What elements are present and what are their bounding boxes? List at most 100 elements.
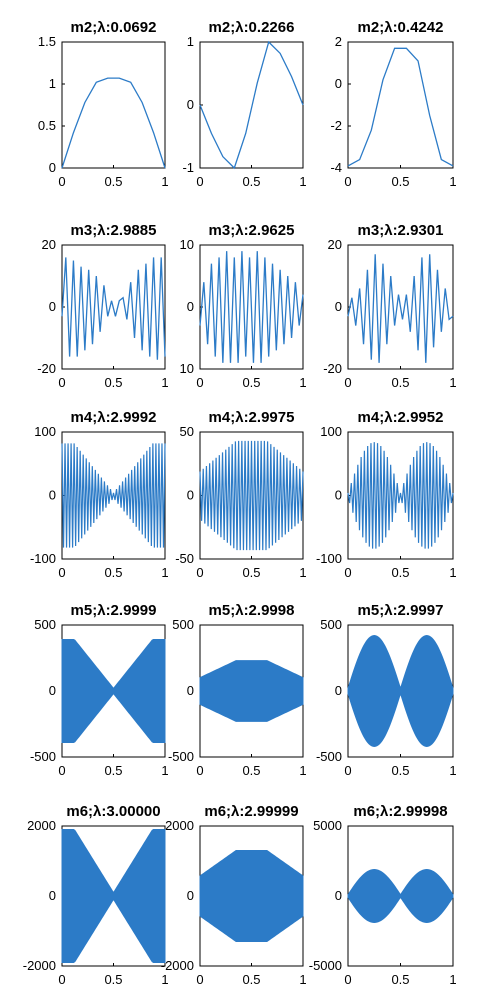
x-tick-label: 1 <box>299 375 306 390</box>
x-tick-label: 1 <box>161 763 168 778</box>
x-tick-label: 0 <box>344 972 351 987</box>
chart-title: m5;λ:2.9997 <box>358 602 444 619</box>
y-tick-label: 0 <box>335 683 342 698</box>
y-tick-label: 0 <box>335 299 342 314</box>
y-tick-label: 5000 <box>313 818 342 833</box>
x-tick-label: 1 <box>449 763 456 778</box>
y-tick-label: 100 <box>320 424 342 439</box>
y-tick-label: -50 <box>175 551 194 566</box>
x-tick-label: 0 <box>58 375 65 390</box>
x-tick-label: 0 <box>58 972 65 987</box>
x-tick-label: 1 <box>161 375 168 390</box>
x-tick-label: 0 <box>344 565 351 580</box>
x-tick-label: 1 <box>299 565 306 580</box>
chart-title: m5;λ:2.9999 <box>71 602 157 619</box>
x-tick-label: 0.5 <box>391 763 409 778</box>
y-tick-label: 500 <box>34 617 56 632</box>
series-band <box>199 850 304 942</box>
x-tick-label: 0 <box>196 375 203 390</box>
plot-frame <box>199 41 304 169</box>
x-tick-label: 1 <box>299 174 306 189</box>
chart-title: m3;λ:2.9301 <box>358 222 444 239</box>
y-tick-label: -20 <box>37 361 56 376</box>
x-tick-label: 0.5 <box>104 763 122 778</box>
chart-title: m3;λ:2.9625 <box>209 222 295 239</box>
x-tick-label: 0 <box>196 565 203 580</box>
y-tick-label: 0 <box>187 888 194 903</box>
x-tick-label: 0.5 <box>104 972 122 987</box>
y-tick-label: -2000 <box>23 958 56 973</box>
y-tick-label: -500 <box>30 749 56 764</box>
x-tick-label: 0.5 <box>242 375 260 390</box>
y-tick-label: 500 <box>172 617 194 632</box>
x-tick-label: 0.5 <box>242 972 260 987</box>
y-tick-label: -4 <box>330 160 342 175</box>
x-tick-label: 0.5 <box>104 375 122 390</box>
y-tick-label: 20 <box>42 237 56 252</box>
x-tick-label: 0.5 <box>242 565 260 580</box>
chart-title: m2;λ:0.2266 <box>209 19 295 36</box>
chart-title: m6;λ:2.99998 <box>353 803 447 820</box>
series-line <box>347 442 454 549</box>
y-tick-label: 500 <box>320 617 342 632</box>
y-tick-label: 0.5 <box>38 118 56 133</box>
x-tick-label: 0.5 <box>242 174 260 189</box>
x-tick-label: 0.5 <box>242 763 260 778</box>
x-tick-label: 0 <box>344 763 351 778</box>
series-band <box>61 829 166 963</box>
y-tick-label: 50 <box>180 424 194 439</box>
y-tick-label: 0 <box>49 683 56 698</box>
series-line <box>61 257 166 360</box>
series-line <box>61 77 166 169</box>
x-tick-label: 0 <box>58 174 65 189</box>
series-line <box>199 40 304 170</box>
x-tick-label: 0 <box>196 972 203 987</box>
y-tick-label: -100 <box>30 551 56 566</box>
y-tick-label: 0 <box>49 888 56 903</box>
chart-title: m4;λ:2.9992 <box>71 409 157 426</box>
chart-title: m4;λ:2.9952 <box>358 409 444 426</box>
x-tick-label: 1 <box>449 972 456 987</box>
y-tick-label: 0 <box>335 488 342 503</box>
series-band <box>347 869 454 923</box>
series-line <box>199 440 304 551</box>
x-tick-label: 1 <box>449 174 456 189</box>
x-tick-label: 1 <box>299 972 306 987</box>
chart-title: m2;λ:0.4242 <box>358 19 444 36</box>
chart-title: m4;λ:2.9975 <box>209 409 295 426</box>
y-tick-label: -1 <box>182 160 194 175</box>
chart-title: m2;λ:0.0692 <box>71 19 157 36</box>
x-tick-label: 0 <box>196 763 203 778</box>
x-tick-label: 0 <box>196 174 203 189</box>
chart-panel: m2;λ:0.0692 0 0.5 1 0 0.5 1 1.5 <box>38 19 169 189</box>
x-tick-label: 0.5 <box>391 174 409 189</box>
y-tick-label: 1 <box>187 34 194 49</box>
y-tick-label: 0 <box>187 299 194 314</box>
series-band <box>61 639 166 743</box>
x-tick-label: 1 <box>161 972 168 987</box>
x-tick-label: 1 <box>449 565 456 580</box>
y-tick-label: 0 <box>187 97 194 112</box>
y-tick-label: 20 <box>328 237 342 252</box>
x-tick-label: 0.5 <box>391 375 409 390</box>
y-tick-label: 0 <box>335 76 342 91</box>
y-tick-label: 2000 <box>27 818 56 833</box>
series-line <box>347 47 454 167</box>
chart-title: m6;λ:3.00000 <box>66 803 160 820</box>
y-tick-label: 0 <box>335 888 342 903</box>
y-tick-label: -500 <box>168 749 194 764</box>
y-tick-label: -5000 <box>309 958 342 973</box>
chart-title: m6;λ:2.99999 <box>204 803 298 820</box>
x-tick-label: 0.5 <box>104 174 122 189</box>
series-line <box>61 443 166 548</box>
chart-panel: m2;λ:0.4242 0 0.5 1 -4 -2 0 2 <box>330 19 456 189</box>
y-tick-label: 10 <box>180 361 194 376</box>
